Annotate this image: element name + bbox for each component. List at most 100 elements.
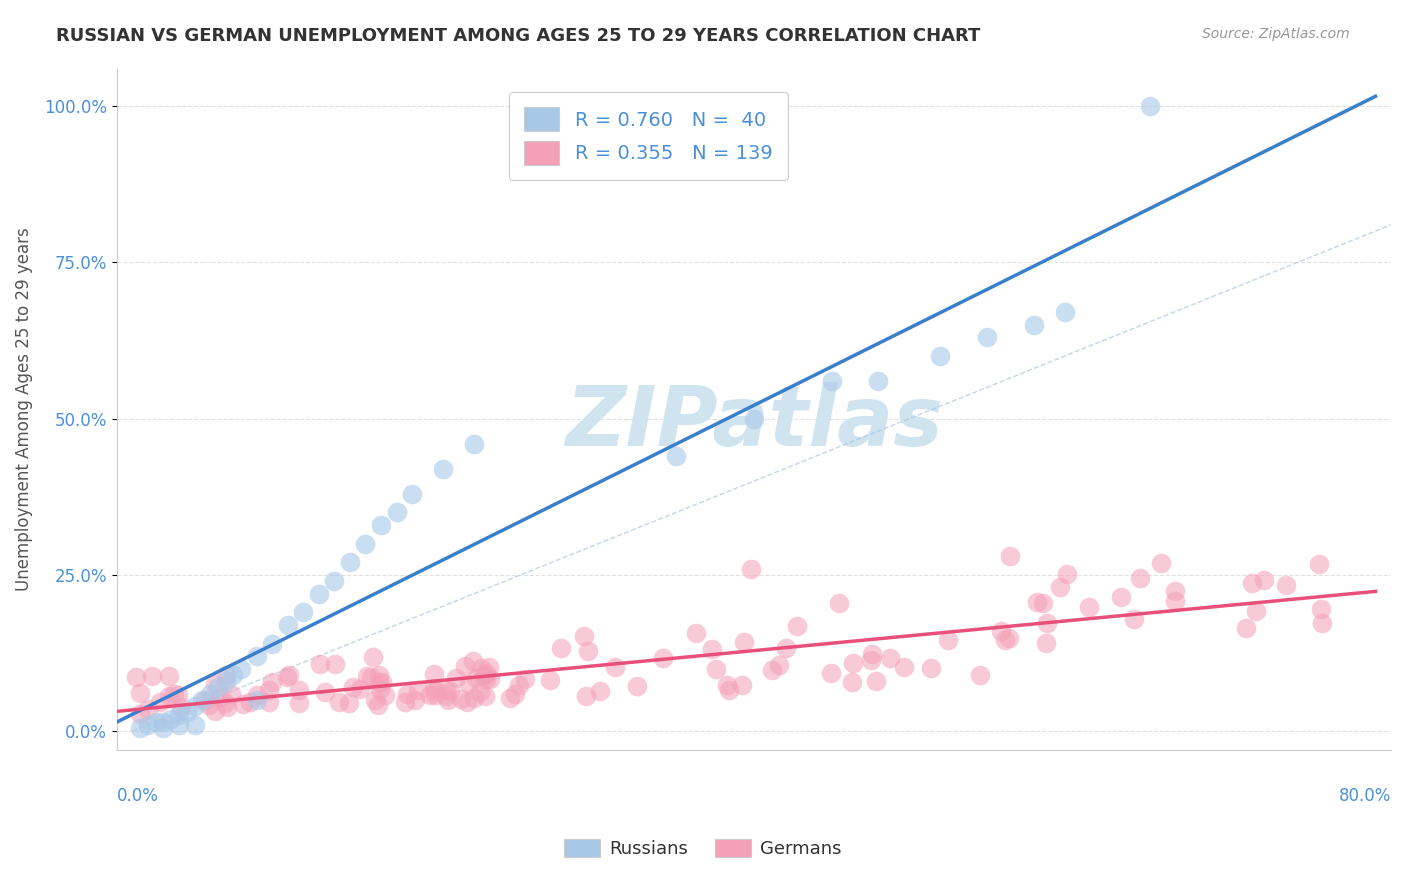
Point: [183, 718, 205, 732]
Point: [479, 672, 502, 686]
Point: [163, 687, 186, 701]
Point: [1234, 621, 1257, 635]
Point: [136, 718, 159, 732]
Point: [446, 671, 468, 685]
Point: [718, 682, 741, 697]
Point: [1056, 567, 1078, 582]
Point: [231, 662, 253, 676]
Point: [508, 678, 530, 692]
Point: [277, 618, 299, 632]
Point: [214, 696, 236, 710]
Point: [470, 684, 492, 698]
Text: 0.0%: 0.0%: [117, 788, 159, 805]
Point: [434, 690, 457, 704]
Point: [478, 660, 501, 674]
Point: [540, 673, 562, 688]
Point: [775, 640, 797, 655]
Point: [499, 690, 522, 705]
Point: [626, 679, 648, 693]
Point: [860, 647, 883, 661]
Point: [157, 689, 180, 703]
Point: [138, 702, 160, 716]
Point: [198, 698, 221, 712]
Point: [450, 692, 472, 706]
Point: [1053, 305, 1076, 319]
Point: [129, 686, 152, 700]
Point: [841, 675, 863, 690]
Point: [472, 669, 495, 683]
Point: [879, 651, 901, 665]
Point: [167, 708, 190, 723]
Y-axis label: Unemployment Among Ages 25 to 29 years: Unemployment Among Ages 25 to 29 years: [15, 227, 32, 591]
Point: [1164, 593, 1187, 607]
Point: [1123, 612, 1146, 626]
Point: [349, 682, 371, 697]
Point: [860, 653, 883, 667]
Point: [214, 674, 236, 689]
Point: [191, 693, 214, 707]
Point: [276, 670, 298, 684]
Point: [167, 718, 190, 732]
Point: [576, 644, 599, 658]
Point: [572, 629, 595, 643]
Point: [1310, 615, 1333, 630]
Point: [1035, 636, 1057, 650]
Point: [323, 657, 346, 672]
Point: [432, 461, 454, 475]
Point: [990, 624, 1012, 638]
Point: [461, 654, 484, 668]
Point: [425, 684, 447, 698]
Point: [367, 698, 389, 712]
Point: [820, 665, 842, 680]
Text: RUSSIAN VS GERMAN UNEMPLOYMENT AMONG AGES 25 TO 29 YEARS CORRELATION CHART: RUSSIAN VS GERMAN UNEMPLOYMENT AMONG AGE…: [56, 27, 980, 45]
Point: [157, 669, 180, 683]
Point: [232, 697, 254, 711]
Point: [170, 700, 193, 714]
Point: [183, 699, 205, 714]
Text: Source: ZipAtlas.com: Source: ZipAtlas.com: [1202, 27, 1350, 41]
Point: [371, 674, 394, 689]
Point: [828, 596, 851, 610]
Point: [434, 683, 457, 698]
Point: [1253, 574, 1275, 588]
Point: [208, 690, 231, 705]
Point: [436, 693, 458, 707]
Point: [740, 562, 762, 576]
Point: [246, 649, 269, 664]
Point: [166, 688, 188, 702]
Point: [716, 678, 738, 692]
Point: [288, 683, 311, 698]
Point: [503, 687, 526, 701]
Point: [368, 668, 391, 682]
Point: [367, 675, 389, 690]
Point: [1240, 576, 1263, 591]
Point: [423, 681, 446, 695]
Point: [361, 649, 384, 664]
Point: [370, 517, 392, 532]
Point: [439, 684, 461, 698]
Point: [994, 632, 1017, 647]
Point: [463, 436, 485, 450]
Point: [141, 669, 163, 683]
Point: [385, 505, 408, 519]
Point: [1036, 616, 1059, 631]
Point: [465, 671, 488, 685]
Point: [761, 664, 783, 678]
Point: [257, 695, 280, 709]
Point: [260, 674, 283, 689]
Point: [149, 694, 172, 708]
Point: [262, 637, 284, 651]
Point: [342, 680, 364, 694]
Point: [419, 688, 441, 702]
Point: [1049, 581, 1071, 595]
Point: [704, 662, 727, 676]
Point: [368, 682, 391, 697]
Point: [219, 687, 242, 701]
Point: [589, 684, 612, 698]
Point: [356, 669, 378, 683]
Point: [475, 672, 498, 686]
Point: [152, 714, 174, 729]
Point: [328, 695, 350, 709]
Point: [422, 667, 444, 681]
Point: [733, 635, 755, 649]
